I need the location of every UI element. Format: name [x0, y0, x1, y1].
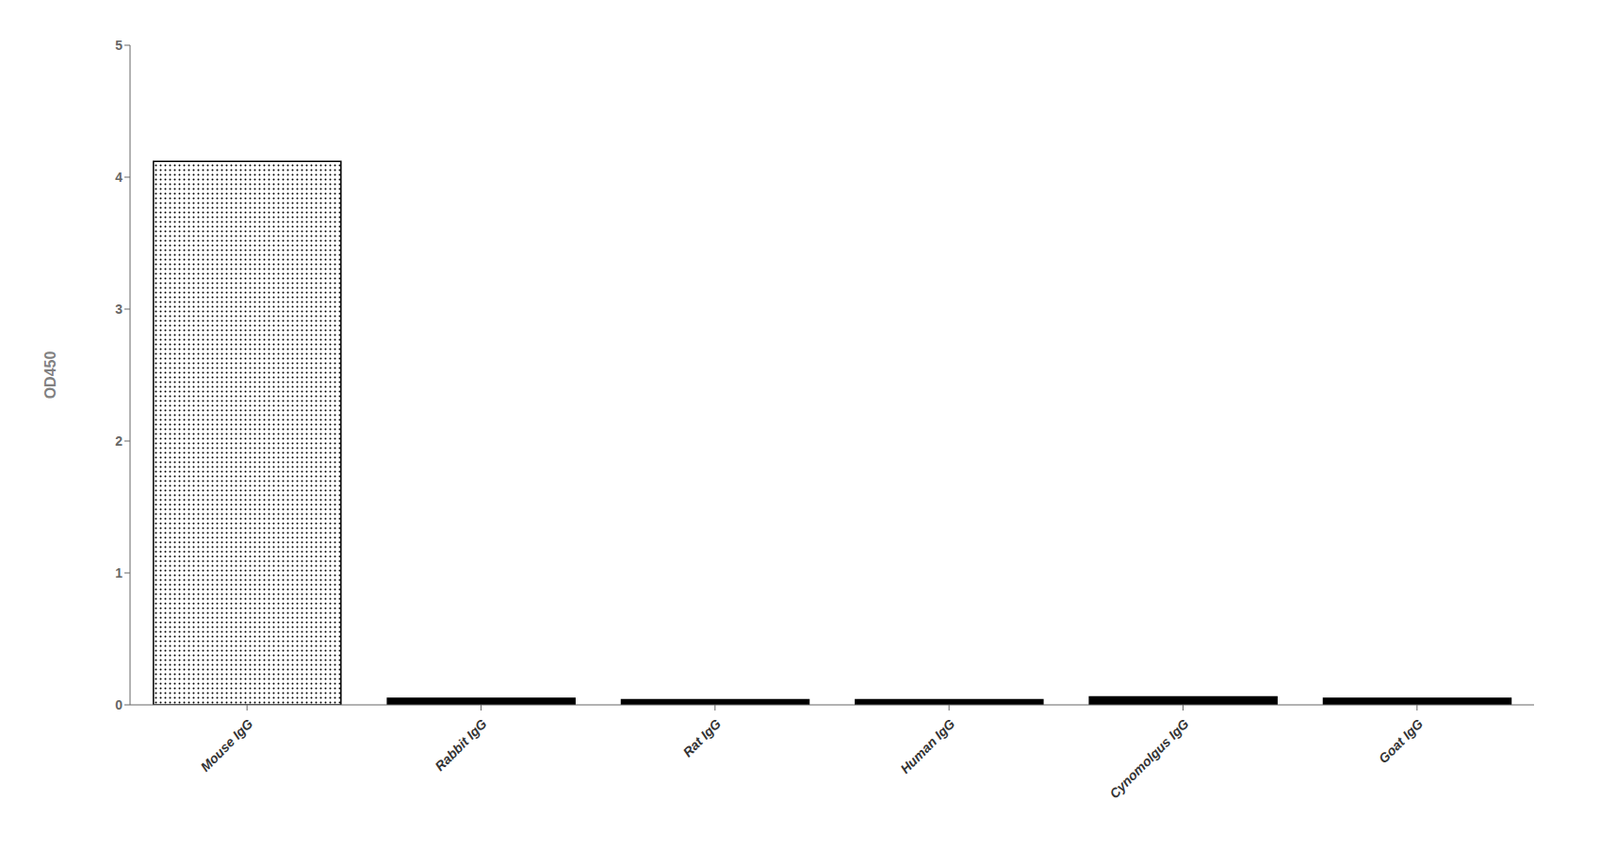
svg-text:2: 2 [114, 433, 123, 449]
svg-text:3: 3 [114, 301, 123, 317]
svg-text:Goat IgG: Goat IgG [1375, 716, 1426, 767]
svg-text:Rabbit IgG: Rabbit IgG [431, 716, 490, 774]
svg-text:Rat IgG: Rat IgG [680, 716, 725, 761]
svg-text:Cynomolgus IgG: Cynomolgus IgG [1106, 716, 1192, 802]
svg-text:OD450: OD450 [42, 351, 59, 400]
svg-text:Mouse IgG: Mouse IgG [196, 716, 256, 775]
svg-text:4: 4 [114, 169, 123, 185]
svg-text:1: 1 [114, 565, 123, 581]
svg-text:Human IgG: Human IgG [897, 716, 958, 777]
svg-text:0: 0 [114, 697, 123, 713]
svg-text:5: 5 [114, 37, 123, 53]
